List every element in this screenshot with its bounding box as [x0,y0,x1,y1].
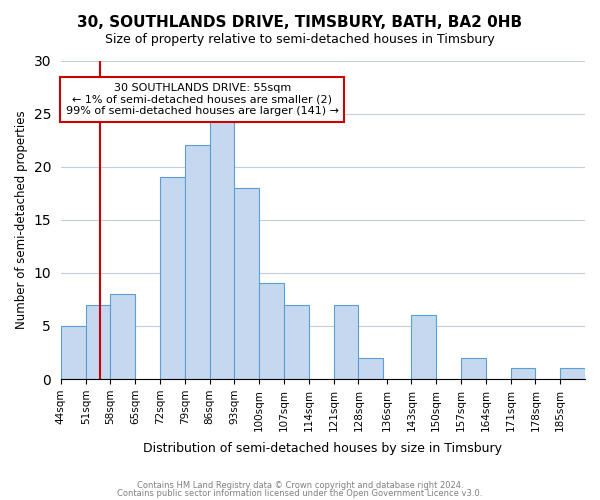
Bar [185,146,209,379]
Text: 30, SOUTHLANDS DRIVE, TIMSBURY, BATH, BA2 0HB: 30, SOUTHLANDS DRIVE, TIMSBURY, BATH, BA… [77,15,523,30]
X-axis label: Distribution of semi-detached houses by size in Timsbury: Distribution of semi-detached houses by … [143,442,502,455]
Bar [284,304,309,379]
Bar [110,294,135,379]
Bar [358,358,383,379]
Bar [209,114,235,379]
Bar [334,304,358,379]
Bar [511,368,535,379]
Bar [461,358,486,379]
Bar [412,316,436,379]
Text: Size of property relative to semi-detached houses in Timsbury: Size of property relative to semi-detach… [105,32,495,46]
Bar [86,304,110,379]
Text: 30 SOUTHLANDS DRIVE: 55sqm
← 1% of semi-detached houses are smaller (2)
99% of s: 30 SOUTHLANDS DRIVE: 55sqm ← 1% of semi-… [66,83,339,116]
Bar [160,178,185,379]
Bar [61,326,86,379]
Y-axis label: Number of semi-detached properties: Number of semi-detached properties [15,110,28,329]
Text: Contains public sector information licensed under the Open Government Licence v3: Contains public sector information licen… [118,488,482,498]
Bar [560,368,585,379]
Bar [235,188,259,379]
Bar [259,284,284,379]
Text: Contains HM Land Registry data © Crown copyright and database right 2024.: Contains HM Land Registry data © Crown c… [137,481,463,490]
